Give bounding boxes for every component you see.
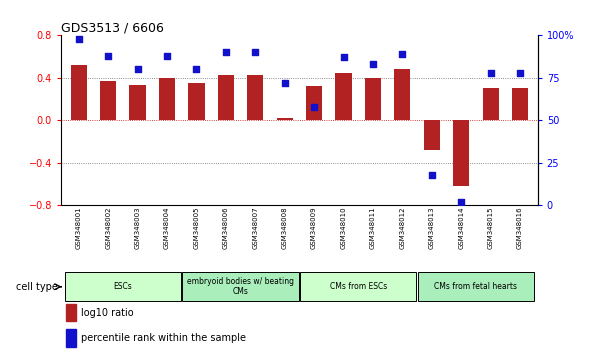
Bar [453,120,469,186]
Bar [130,85,145,120]
Point [133,67,142,72]
Point [221,50,231,55]
Bar [394,69,411,120]
Bar [306,86,322,120]
Point [162,53,172,59]
Bar [423,120,440,150]
Bar [365,78,381,120]
Point [515,70,525,76]
Bar [71,65,87,120]
Bar [300,273,417,301]
Point [309,104,319,110]
Bar [247,75,263,120]
Bar [218,75,234,120]
Point [486,70,496,76]
Point [74,36,84,42]
Point [280,80,290,86]
Point [456,199,466,205]
Bar [182,273,299,301]
Point [368,62,378,67]
Point [103,53,113,59]
Text: CMs from ESCs: CMs from ESCs [329,282,387,291]
Bar [335,73,351,120]
Text: percentile rank within the sample: percentile rank within the sample [81,333,246,343]
Text: CMs from fetal hearts: CMs from fetal hearts [434,282,518,291]
Text: ESCs: ESCs [114,282,132,291]
Text: cell type: cell type [16,282,57,292]
Text: log10 ratio: log10 ratio [81,308,134,318]
Point [427,172,437,178]
Bar [66,304,76,321]
Bar [483,88,499,120]
Point [398,51,408,57]
Bar [159,78,175,120]
Bar [418,273,534,301]
Bar [65,273,181,301]
Bar [100,81,116,120]
Point [338,55,348,60]
Point [191,67,201,72]
Bar [277,118,293,120]
Point [251,50,260,55]
Bar [188,83,205,120]
Text: embryoid bodies w/ beating
CMs: embryoid bodies w/ beating CMs [187,277,294,296]
Bar [66,329,76,347]
Bar [512,88,528,120]
Text: GDS3513 / 6606: GDS3513 / 6606 [61,21,164,34]
